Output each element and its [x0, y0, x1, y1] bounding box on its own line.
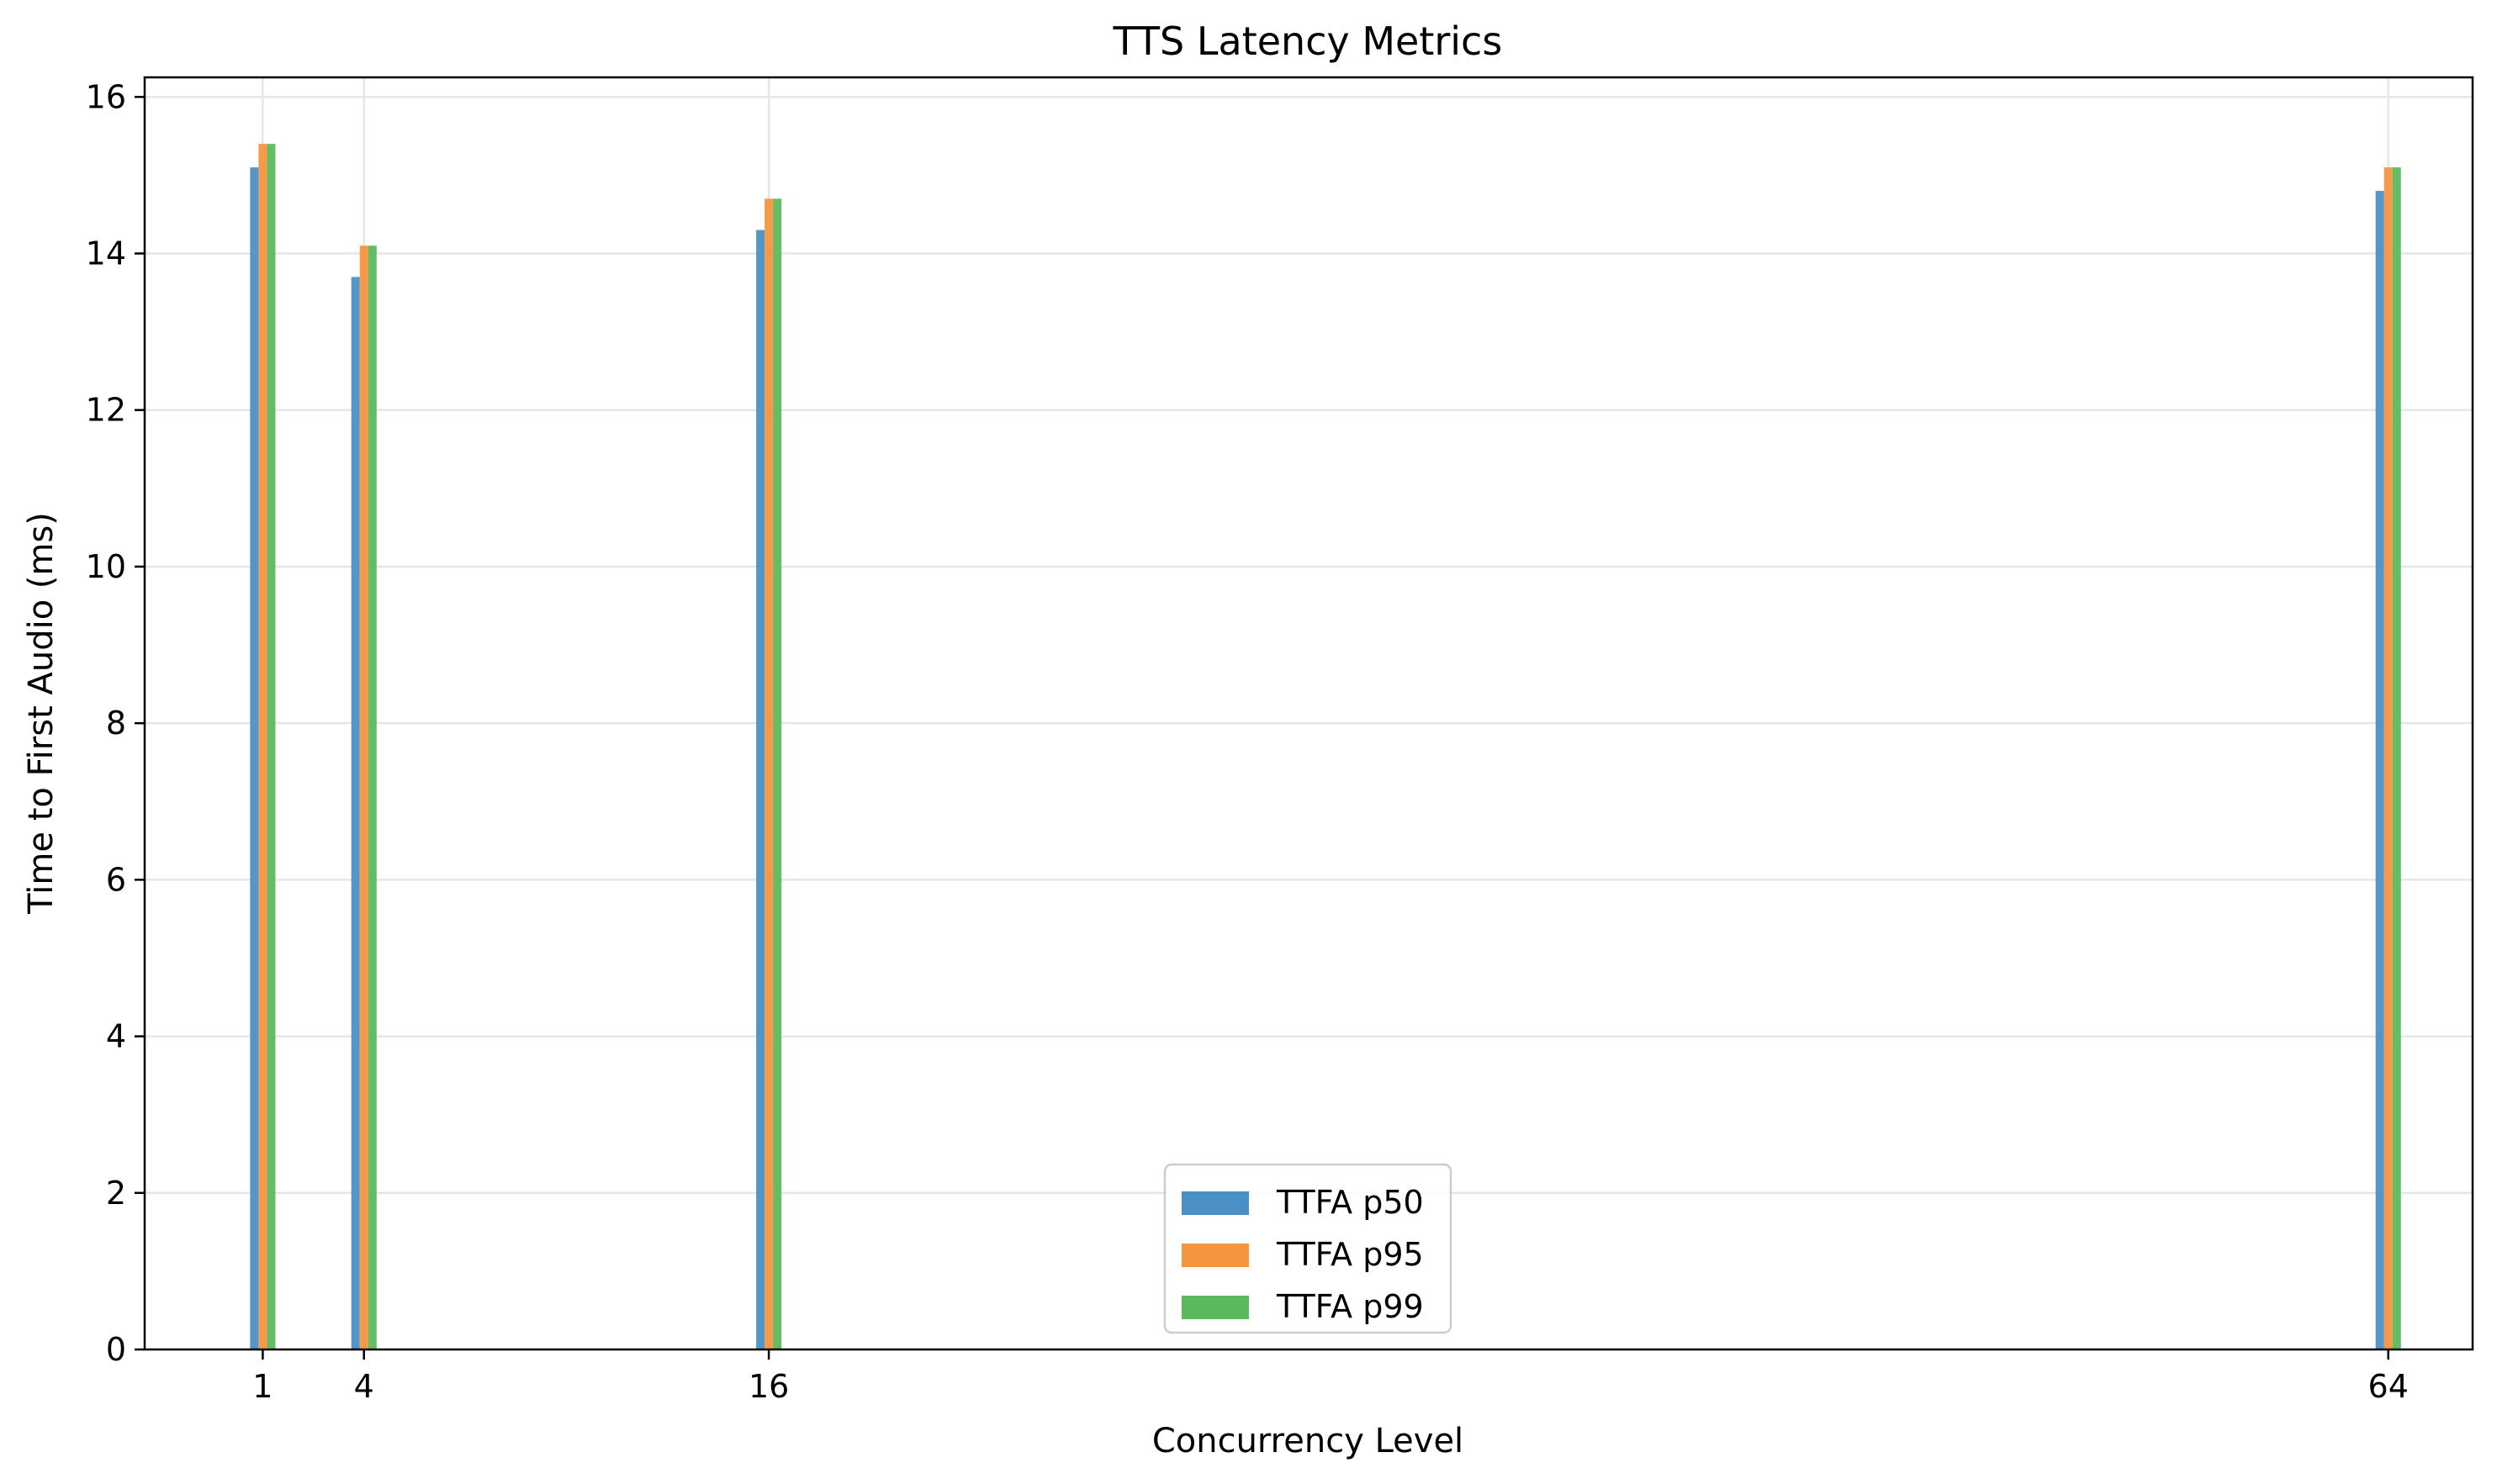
plot-frame — [143, 76, 2474, 1351]
x-tick-label: 4 — [354, 1368, 374, 1405]
x-axis-label: Concurrency Level — [1152, 1422, 1463, 1460]
legend-label: TTFA p99 — [1276, 1288, 1424, 1325]
y-axis-label: Time to First Audio (ms) — [22, 512, 61, 915]
legend-swatch — [1182, 1244, 1249, 1267]
legend-label: TTFA p50 — [1276, 1184, 1424, 1221]
bar-ttfa-p99 — [267, 144, 276, 1349]
y-tick-label: 4 — [106, 1018, 126, 1055]
legend-label: TTFA p95 — [1276, 1236, 1424, 1273]
bar-ttfa-p50 — [250, 167, 259, 1349]
bar-ttfa-p50 — [2375, 191, 2384, 1350]
y-tick-label: 8 — [106, 705, 126, 742]
x-axis-ticks: 1 4 16 64 — [252, 1349, 2409, 1405]
bar-ttfa-p95 — [359, 246, 368, 1350]
y-tick-label: 16 — [86, 78, 126, 115]
bar-ttfa-p99 — [2392, 167, 2401, 1349]
bar-ttfa-p50 — [351, 277, 360, 1350]
bar-ttfa-p95 — [258, 144, 267, 1349]
x-tick-label: 64 — [2368, 1368, 2409, 1405]
y-axis-ticks: 0 2 4 6 8 10 12 14 16 — [86, 78, 145, 1368]
legend-swatch — [1182, 1191, 1249, 1215]
y-tick-label: 14 — [86, 235, 126, 272]
y-tick-label: 6 — [106, 861, 126, 898]
y-tick-label: 10 — [86, 548, 126, 585]
x-tick-label: 1 — [252, 1368, 272, 1405]
bars — [250, 144, 2401, 1350]
legend-swatch — [1182, 1296, 1249, 1319]
bar-ttfa-p95 — [2383, 167, 2393, 1349]
chart-title: TTS Latency Metrics — [1113, 18, 1503, 64]
bar-ttfa-p95 — [764, 198, 774, 1350]
y-tick-label: 12 — [86, 392, 126, 429]
bar-ttfa-p50 — [756, 230, 765, 1349]
y-tick-label: 2 — [106, 1175, 126, 1212]
legend: TTFA p50 TTFA p95 TTFA p99 — [1163, 1163, 1452, 1334]
x-tick-label: 16 — [749, 1368, 789, 1405]
y-tick-label: 0 — [106, 1331, 126, 1368]
bar-ttfa-p99 — [368, 246, 377, 1350]
bar-ttfa-p99 — [773, 198, 782, 1350]
